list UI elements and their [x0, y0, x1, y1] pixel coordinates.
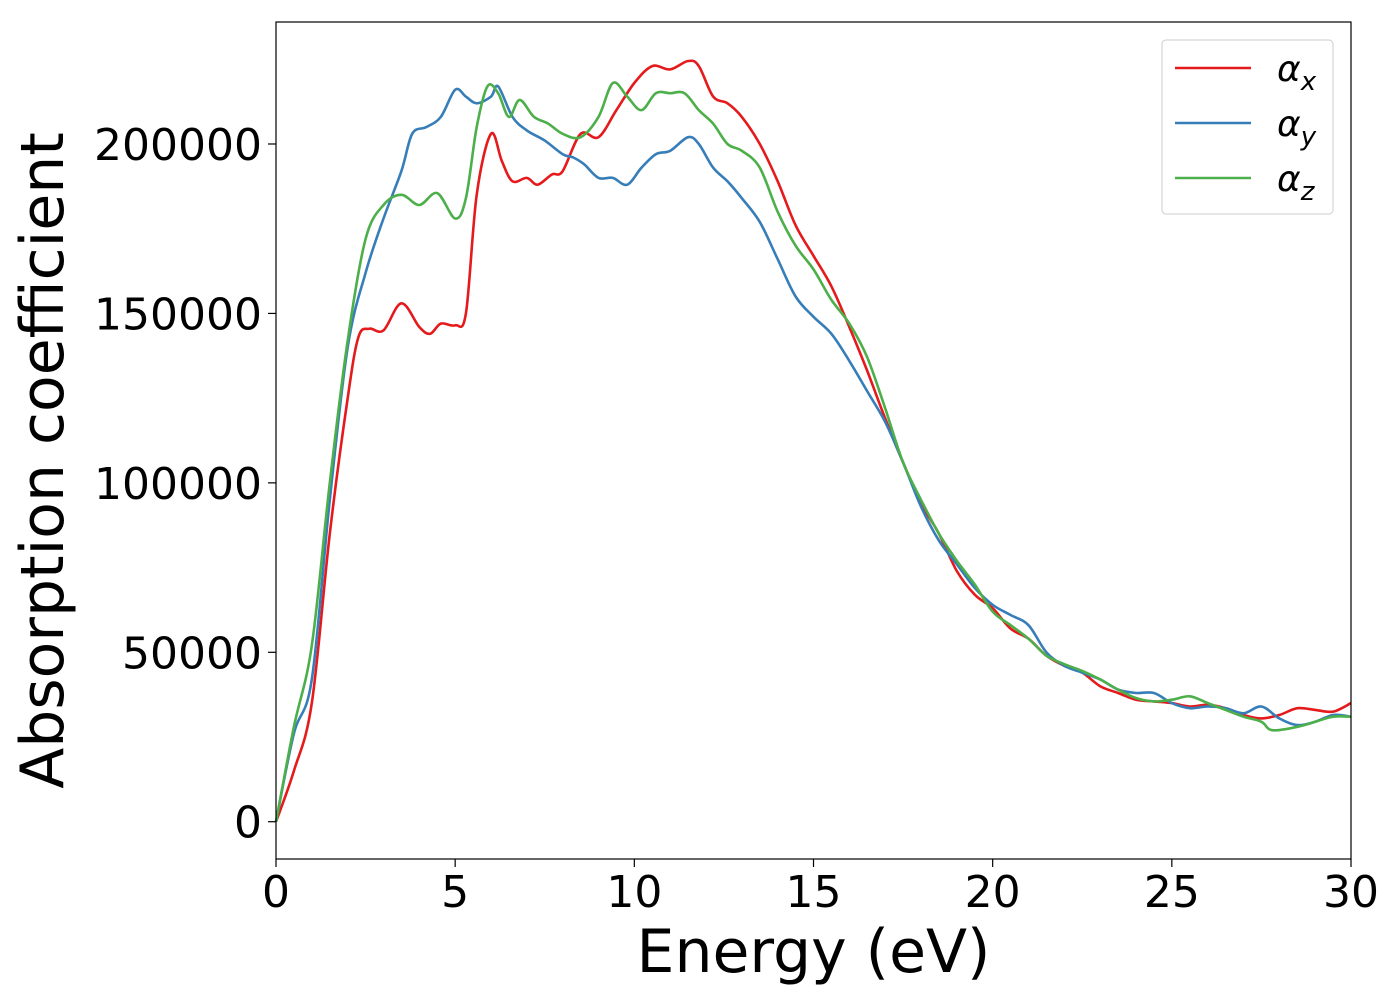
- series-layer: [274, 59, 1352, 823]
- legend-label-z: αz: [1277, 159, 1316, 207]
- y-axis-ticks: 0 50000 100000 150000 200000: [94, 120, 276, 849]
- x-tick-label: 25: [1144, 867, 1200, 918]
- y-tick-label: 100000: [94, 459, 262, 510]
- x-tick-label: 20: [965, 867, 1021, 918]
- series-line-y: [274, 84, 1352, 822]
- x-tick-label: 15: [786, 867, 842, 918]
- y-axis-label: Absorption coefficient: [8, 132, 78, 789]
- series-line-z: [274, 81, 1352, 822]
- x-tick-label: 10: [606, 867, 662, 918]
- legend: αx αy αz: [1161, 39, 1334, 215]
- x-axis-label: Energy (eV): [637, 917, 991, 987]
- x-tick-label: 30: [1323, 867, 1379, 918]
- x-tick-label: 0: [262, 867, 290, 918]
- legend-label-y: αy: [1277, 104, 1317, 152]
- legend-label-x: αx: [1277, 49, 1317, 97]
- y-tick-label: 50000: [122, 628, 262, 679]
- x-tick-label: 5: [441, 867, 469, 918]
- y-tick-label: 0: [234, 798, 262, 849]
- y-tick-label: 150000: [94, 289, 262, 340]
- x-axis-ticks: 0 5 10 15 20 25 30: [262, 859, 1379, 918]
- legend-box: [1161, 39, 1334, 215]
- y-tick-label: 200000: [94, 120, 262, 171]
